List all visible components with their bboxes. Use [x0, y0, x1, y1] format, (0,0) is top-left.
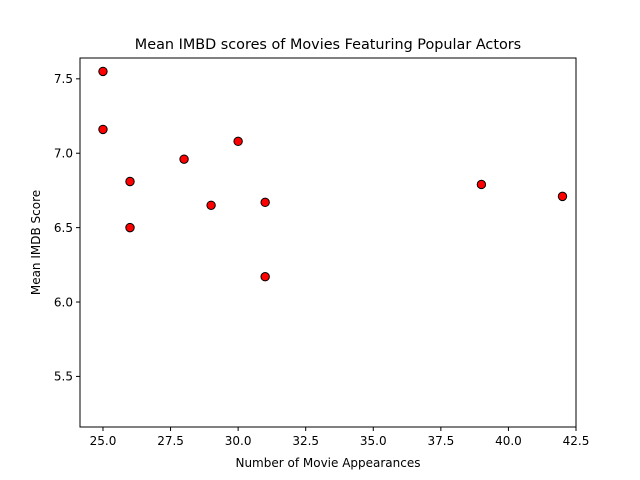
data-point-3	[125, 222, 135, 233]
data-point-2	[125, 176, 135, 187]
y-tick-label-3: 7.0	[54, 147, 73, 161]
x-tick-label-7: 42.5	[563, 434, 590, 448]
data-point-5	[206, 200, 216, 211]
chart-title: Mean IMBD scores of Movies Featuring Pop…	[135, 37, 521, 53]
y-axis-label: Mean IMDB Score	[29, 190, 43, 295]
x-tick-label-3: 32.5	[292, 434, 319, 448]
x-tick-label-1: 27.5	[157, 434, 184, 448]
points-layer	[98, 66, 568, 282]
y-tick-label-4: 7.5	[54, 72, 73, 86]
data-point-8	[260, 272, 270, 282]
data-point-6	[233, 136, 243, 147]
data-point-10	[557, 191, 568, 202]
plot-area	[80, 58, 576, 427]
y-tick-label-1: 6.0	[54, 295, 73, 309]
y-tick-label-2: 6.5	[54, 221, 73, 235]
data-point-1	[98, 124, 108, 135]
x-axis-ticks: 25.0 27.5 30.0 32.5 35.0 37.5 40.0 42.5	[90, 427, 590, 448]
data-point-0	[98, 66, 108, 77]
x-tick-label-0: 25.0	[90, 434, 117, 448]
data-point-9	[476, 179, 487, 190]
plot-frame	[79, 57, 577, 428]
x-axis-label: Number of Movie Appearances	[235, 456, 420, 470]
x-tick-label-5: 37.5	[427, 434, 454, 448]
x-tick-label-6: 40.0	[495, 434, 522, 448]
y-tick-label-0: 5.5	[54, 370, 73, 384]
y-axis-ticks: 5.5 6.0 6.5 7.0 7.5	[54, 72, 80, 384]
x-tick-label-2: 30.0	[225, 434, 252, 448]
data-point-4	[179, 154, 189, 164]
x-tick-label-4: 35.0	[360, 434, 387, 448]
data-point-7	[260, 197, 270, 208]
